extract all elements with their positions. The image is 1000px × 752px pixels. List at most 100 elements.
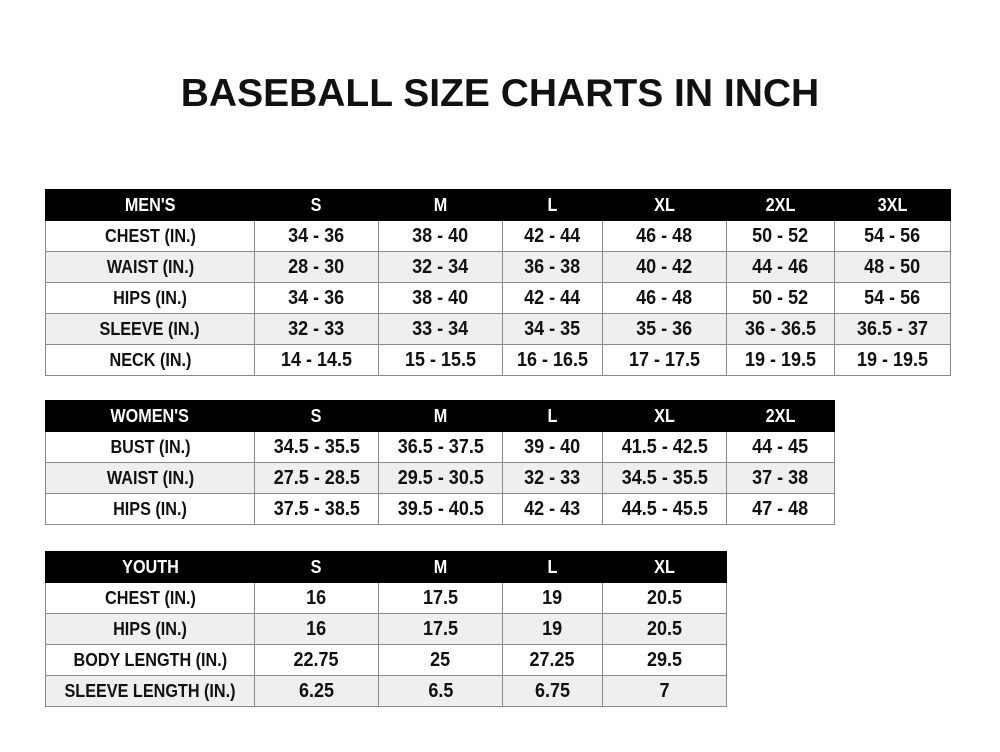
cell-text: NECK (IN.): [109, 349, 191, 370]
size-value: 17.5: [378, 613, 503, 645]
size-value: 28 - 30: [254, 251, 379, 283]
cell-text: 36.5 - 37.5: [397, 435, 484, 458]
page-title: BASEBALL SIZE CHARTS IN INCH: [180, 72, 820, 115]
cell-text: SLEEVE LENGTH (IN.): [64, 680, 236, 701]
size-column-header: XL: [602, 400, 727, 432]
cell-text: 34.5 - 35.5: [273, 435, 360, 458]
cell-text: 34.5 - 35.5: [621, 466, 708, 489]
size-column-header: 2XL: [726, 400, 835, 432]
cell-text: 54 - 56: [864, 286, 921, 309]
measurement-label: HIPS (IN.): [45, 493, 255, 525]
cell-text: HIPS (IN.): [113, 618, 187, 639]
size-value: 7: [602, 675, 727, 707]
cell-text: SLEEVE (IN.): [100, 318, 200, 339]
cell-text: 27.25: [529, 648, 576, 671]
size-value: 35 - 36: [602, 313, 727, 345]
size-column-header: L: [502, 400, 603, 432]
size-value: 36 - 36.5: [726, 313, 835, 345]
table-row: HIPS (IN.) 16 17.5 19 20.5: [45, 613, 727, 645]
cell-text: 29.5 - 30.5: [397, 466, 484, 489]
size-value: 36.5 - 37.5: [378, 431, 503, 463]
cell-text: 37.5 - 38.5: [273, 497, 360, 520]
measurement-label: WAIST (IN.): [45, 251, 255, 283]
size-value: 6.75: [502, 675, 603, 707]
size-value: 27.25: [502, 644, 603, 676]
cell-text: 44 - 46: [752, 255, 809, 278]
size-column-header: XL: [602, 189, 727, 221]
size-value: 46 - 48: [602, 282, 727, 314]
cell-text: 32 - 33: [288, 317, 345, 340]
table-header-row: YOUTH S M L XL: [45, 551, 727, 583]
cell-text: 6.25: [298, 679, 335, 702]
table-row: SLEEVE LENGTH (IN.) 6.25 6.5 6.75 7: [45, 675, 727, 707]
cell-text: 20.5: [646, 617, 683, 640]
cell-text: BUST (IN.): [109, 436, 191, 457]
size-value: 27.5 - 28.5: [254, 462, 379, 494]
cell-text: 34 - 35: [524, 317, 581, 340]
size-value: 36.5 - 37: [834, 313, 951, 345]
cell-text: 17.5: [422, 617, 459, 640]
measurement-label: SLEEVE (IN.): [45, 313, 255, 345]
cell-text: 36 - 36.5: [744, 317, 817, 340]
header-text: YOUTH: [121, 556, 179, 577]
size-value: 29.5 - 30.5: [378, 462, 503, 494]
cell-text: 25: [430, 648, 451, 671]
size-column-header: L: [502, 189, 603, 221]
size-value: 32 - 34: [378, 251, 503, 283]
size-value: 50 - 52: [726, 220, 835, 252]
cell-text: 16 - 16.5: [516, 348, 589, 371]
cell-text: CHEST (IN.): [104, 587, 196, 608]
cell-text: 17.5: [422, 586, 459, 609]
cell-text: 39.5 - 40.5: [397, 497, 484, 520]
size-column-header: M: [378, 400, 503, 432]
header-text: 3XL: [877, 194, 908, 215]
table-category-header: WOMEN'S: [45, 400, 255, 432]
cell-text: 16: [306, 617, 327, 640]
size-value: 44 - 46: [726, 251, 835, 283]
size-value: 19: [502, 582, 603, 614]
cell-text: 44 - 45: [752, 435, 809, 458]
cell-text: HIPS (IN.): [113, 287, 187, 308]
cell-text: 15 - 15.5: [404, 348, 477, 371]
table-row: NECK (IN.) 14 - 14.5 15 - 15.5 16 - 16.5 17 …: [45, 344, 951, 376]
size-value: 19: [502, 613, 603, 645]
size-value: 19 - 19.5: [834, 344, 951, 376]
size-column-header: M: [378, 551, 503, 583]
cell-text: 36.5 - 37: [856, 317, 929, 340]
header-text: MEN'S: [124, 194, 176, 215]
size-value: 34 - 36: [254, 282, 379, 314]
header-text: L: [547, 405, 558, 426]
cell-text: 38 - 40: [412, 286, 469, 309]
size-value: 16 - 16.5: [502, 344, 603, 376]
size-value: 36 - 38: [502, 251, 603, 283]
cell-text: 42 - 43: [524, 497, 581, 520]
table-category-header: MEN'S: [45, 189, 255, 221]
cell-text: 14 - 14.5: [280, 348, 353, 371]
cell-text: 39 - 40: [524, 435, 581, 458]
cell-text: 17 - 17.5: [628, 348, 701, 371]
size-column-header: M: [378, 189, 503, 221]
cell-text: 16: [306, 586, 327, 609]
header-text: S: [311, 194, 322, 215]
table-row: CHEST (IN.) 16 17.5 19 20.5: [45, 582, 727, 614]
size-value: 50 - 52: [726, 282, 835, 314]
cell-text: 20.5: [646, 586, 683, 609]
cell-text: WAIST (IN.): [106, 467, 194, 488]
cell-text: 48 - 50: [864, 255, 921, 278]
size-value: 38 - 40: [378, 282, 503, 314]
table-row: WAIST (IN.) 28 - 30 32 - 34 36 - 38 40 - 42 4…: [45, 251, 951, 283]
size-value: 33 - 34: [378, 313, 503, 345]
cell-text: 32 - 34: [412, 255, 469, 278]
cell-text: 54 - 56: [864, 224, 921, 247]
header-text: 2XL: [765, 194, 796, 215]
header-text: WOMEN'S: [110, 405, 190, 426]
cell-text: 38 - 40: [412, 224, 469, 247]
table-row: WAIST (IN.) 27.5 - 28.5 29.5 - 30.5 32 - 33…: [45, 462, 835, 494]
size-value: 42 - 43: [502, 493, 603, 525]
measurement-label: CHEST (IN.): [45, 582, 255, 614]
size-value: 34 - 35: [502, 313, 603, 345]
size-value: 29.5: [602, 644, 727, 676]
table-row: HIPS (IN.) 34 - 36 38 - 40 42 - 44 46 - 48 50…: [45, 282, 951, 314]
cell-text: 44.5 - 45.5: [621, 497, 708, 520]
size-value: 34.5 - 35.5: [254, 431, 379, 463]
